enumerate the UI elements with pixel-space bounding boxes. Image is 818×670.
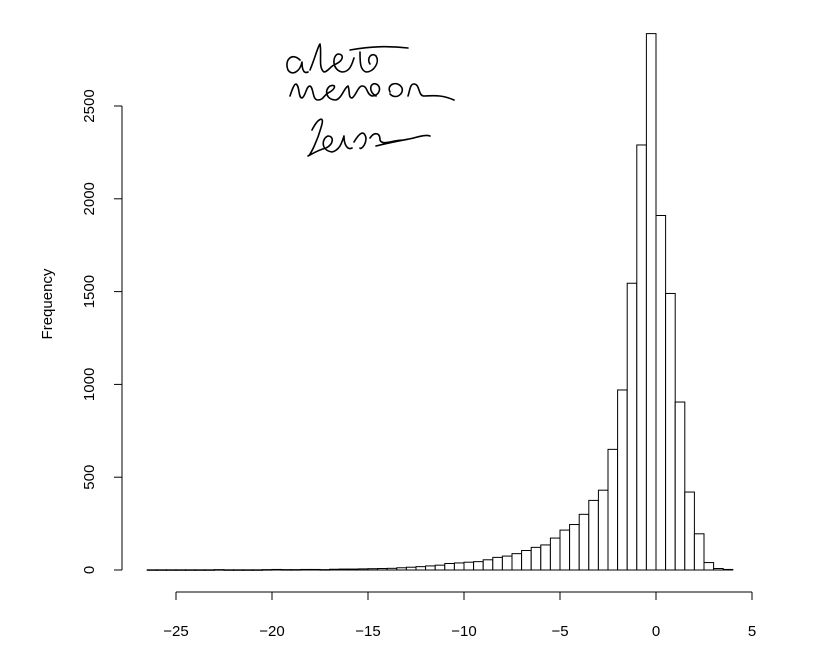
histogram-bar bbox=[530, 546, 542, 571]
histogram-bar bbox=[722, 568, 734, 571]
histogram-bar bbox=[156, 569, 167, 571]
x-tick-label: 5 bbox=[748, 623, 756, 640]
histogram-bar bbox=[617, 389, 628, 571]
x-tick-label: −15 bbox=[355, 623, 380, 640]
histogram-bar bbox=[405, 566, 417, 571]
histogram-bar bbox=[348, 568, 359, 571]
histogram-bar bbox=[290, 569, 302, 571]
histogram-bar bbox=[655, 215, 667, 571]
y-axis-label: Frequency bbox=[39, 268, 56, 339]
histogram-bar bbox=[175, 569, 187, 571]
histogram-bar bbox=[559, 529, 571, 571]
histogram-bar bbox=[185, 569, 196, 571]
histogram-bar bbox=[271, 568, 283, 571]
histogram-bar bbox=[425, 565, 436, 571]
histogram-bar bbox=[223, 569, 235, 571]
y-tick-label: 0 bbox=[81, 566, 98, 574]
handwritten-annotation bbox=[286, 43, 455, 157]
histogram-bar bbox=[357, 568, 369, 571]
histogram-bar bbox=[300, 568, 311, 571]
histogram-bar bbox=[396, 567, 407, 571]
histogram-bar bbox=[473, 561, 484, 571]
histogram-bar bbox=[607, 448, 619, 571]
y-tick-label: 2000 bbox=[81, 182, 98, 215]
x-tick-label: −20 bbox=[259, 623, 284, 640]
histogram-bar bbox=[713, 568, 724, 571]
x-tick-label: −10 bbox=[451, 623, 476, 640]
histogram-bar bbox=[693, 533, 705, 571]
histogram-bar bbox=[233, 569, 244, 571]
histogram-bar bbox=[492, 556, 503, 571]
histogram-bar bbox=[636, 144, 647, 571]
x-axis-ticks: −25 −20 −15 −10 −5 0 5 bbox=[163, 592, 756, 640]
histogram-bar bbox=[511, 553, 523, 571]
x-tick-label: 0 bbox=[652, 623, 660, 640]
histogram-bar bbox=[194, 569, 206, 571]
histogram-bar bbox=[319, 569, 331, 571]
histogram-bar bbox=[597, 489, 609, 571]
histogram-bar bbox=[204, 569, 215, 571]
histogram-bar bbox=[569, 524, 580, 571]
y-tick-label: 1000 bbox=[81, 368, 98, 401]
histogram-bar bbox=[453, 562, 465, 571]
histogram-bar bbox=[626, 282, 638, 571]
y-tick-label: 500 bbox=[81, 465, 98, 490]
histogram-bar bbox=[482, 559, 494, 571]
histogram-bar bbox=[338, 568, 350, 571]
histogram-bar bbox=[242, 569, 254, 571]
histogram-bar bbox=[434, 564, 446, 571]
histogram-bar bbox=[309, 568, 321, 571]
histogram-bar bbox=[261, 569, 273, 571]
histogram-bar bbox=[501, 555, 513, 571]
x-tick-label: −5 bbox=[551, 623, 568, 640]
histogram-bar bbox=[549, 537, 561, 571]
histogram-bar bbox=[252, 569, 263, 571]
histogram-bar bbox=[377, 568, 388, 571]
histogram-bar bbox=[415, 566, 427, 571]
histogram-bar bbox=[386, 567, 398, 571]
histogram-bar bbox=[645, 33, 657, 571]
histogram-bar bbox=[444, 563, 455, 571]
histogram-bar bbox=[674, 401, 686, 571]
histogram-bar bbox=[684, 491, 695, 571]
histogram-bar bbox=[521, 550, 532, 571]
histogram-bar bbox=[665, 292, 676, 571]
histogram-bar bbox=[578, 513, 590, 571]
histogram-bar bbox=[367, 568, 379, 571]
histogram-bar bbox=[213, 569, 225, 571]
y-tick-label: 2500 bbox=[81, 89, 98, 122]
y-tick-label: 1500 bbox=[81, 275, 98, 308]
x-tick-label: −25 bbox=[163, 623, 188, 640]
histogram-bar bbox=[540, 544, 551, 571]
histogram-bar bbox=[165, 569, 177, 571]
histogram-bar bbox=[146, 569, 158, 571]
histogram-bar bbox=[463, 561, 475, 571]
y-axis-ticks: 0 500 1000 1500 2000 2500 bbox=[81, 89, 122, 574]
histogram-bars bbox=[146, 33, 734, 571]
histogram-bar bbox=[329, 568, 340, 571]
histogram-bar bbox=[588, 499, 599, 571]
histogram-bar bbox=[703, 562, 715, 571]
histogram-bar bbox=[281, 569, 292, 571]
